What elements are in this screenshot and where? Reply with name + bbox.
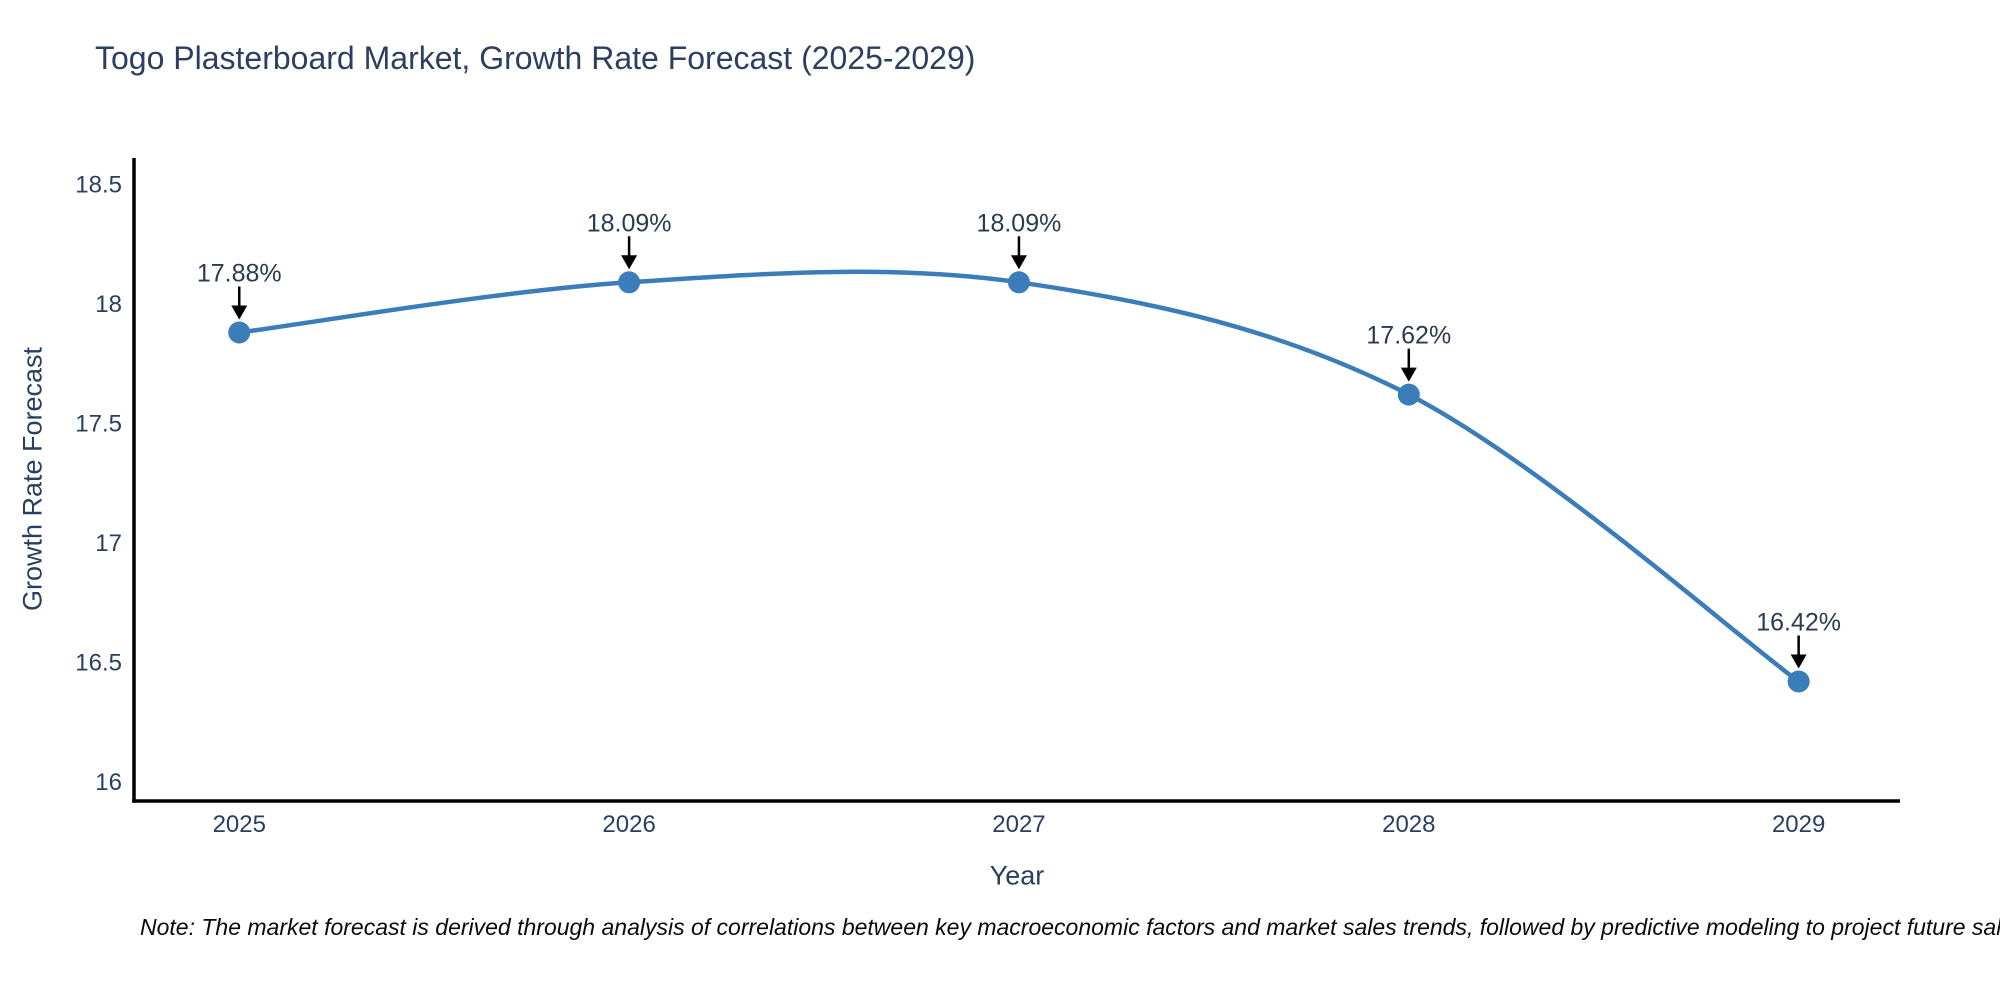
data-point-2027[interactable] <box>1007 271 1030 294</box>
x-axis-tick-label: 2025 <box>213 811 266 838</box>
x-axis-tick-label: 2027 <box>992 811 1045 838</box>
annotation-label: 18.09% <box>587 209 672 237</box>
x-axis-tick-label: 2026 <box>602 811 655 838</box>
y-axis-tick-label: 16.5 <box>75 649 122 676</box>
x-axis-tick-label: 2029 <box>1772 811 1825 838</box>
y-axis-tick-label: 18 <box>95 291 122 318</box>
data-point-2026[interactable] <box>618 271 641 294</box>
data-point-2029[interactable] <box>1787 670 1810 693</box>
x-axis-title: Year <box>989 860 1045 891</box>
annotation-label: 17.62% <box>1366 322 1451 350</box>
annotation-label: 16.42% <box>1756 608 1841 636</box>
annotation-arrowhead <box>1400 367 1417 382</box>
annotation-label: 18.09% <box>977 209 1062 237</box>
x-axis-tick-label: 2028 <box>1382 811 1435 838</box>
annotation-arrowhead <box>1010 255 1027 270</box>
y-axis-tick-label: 18.5 <box>75 171 122 198</box>
chart-title: Togo Plasterboard Market, Growth Rate Fo… <box>95 40 976 76</box>
y-axis-tick-label: 16 <box>95 769 122 796</box>
annotation-arrowhead <box>1790 654 1807 669</box>
data-point-2025[interactable] <box>228 321 251 344</box>
annotation-arrowhead <box>621 255 638 270</box>
annotation-label: 17.88% <box>197 259 282 287</box>
data-point-2028[interactable] <box>1397 383 1420 406</box>
y-axis-tick-label: 17 <box>95 530 122 557</box>
trend-line <box>237 269 1801 684</box>
footnote: Note: The market forecast is derived thr… <box>140 914 2000 940</box>
annotation-arrowhead <box>231 305 248 320</box>
y-axis-tick-label: 17.5 <box>75 410 122 437</box>
